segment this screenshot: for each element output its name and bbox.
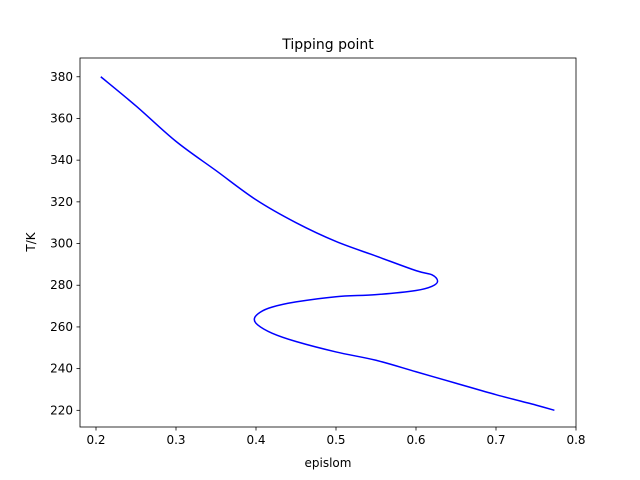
- y-tick-label: 360: [50, 111, 73, 125]
- y-tick-label: 220: [50, 403, 73, 417]
- y-axis-ticks: 220 240 260 280 300 320 340 360 380: [50, 70, 80, 417]
- x-tick-label: 0.7: [486, 433, 505, 447]
- y-tick-label: 320: [50, 195, 73, 209]
- x-axis-ticks: 0.2 0.3 0.4 0.5 0.6 0.7 0.8: [86, 427, 586, 447]
- series-line: [100, 76, 555, 412]
- plot-area: [79, 57, 577, 428]
- y-tick-label: 340: [50, 153, 73, 167]
- y-tick-label: 240: [50, 362, 73, 376]
- x-tick-label: 0.4: [246, 433, 265, 447]
- x-tick-label: 0.8: [566, 433, 585, 447]
- y-tick-label: 380: [50, 70, 73, 84]
- x-tick-label: 0.5: [326, 433, 345, 447]
- y-tick-label: 300: [50, 237, 73, 251]
- x-tick-label: 0.3: [166, 433, 185, 447]
- x-axis-label: epislom: [305, 456, 352, 470]
- y-tick-label: 260: [50, 320, 73, 334]
- chart-title: Tipping point: [281, 37, 374, 53]
- axes-frame: [79, 57, 577, 428]
- x-tick-label: 0.6: [406, 433, 425, 447]
- x-tick-label: 0.2: [86, 433, 105, 447]
- y-tick-label: 280: [50, 278, 73, 292]
- y-axis-label: T/K: [24, 231, 38, 252]
